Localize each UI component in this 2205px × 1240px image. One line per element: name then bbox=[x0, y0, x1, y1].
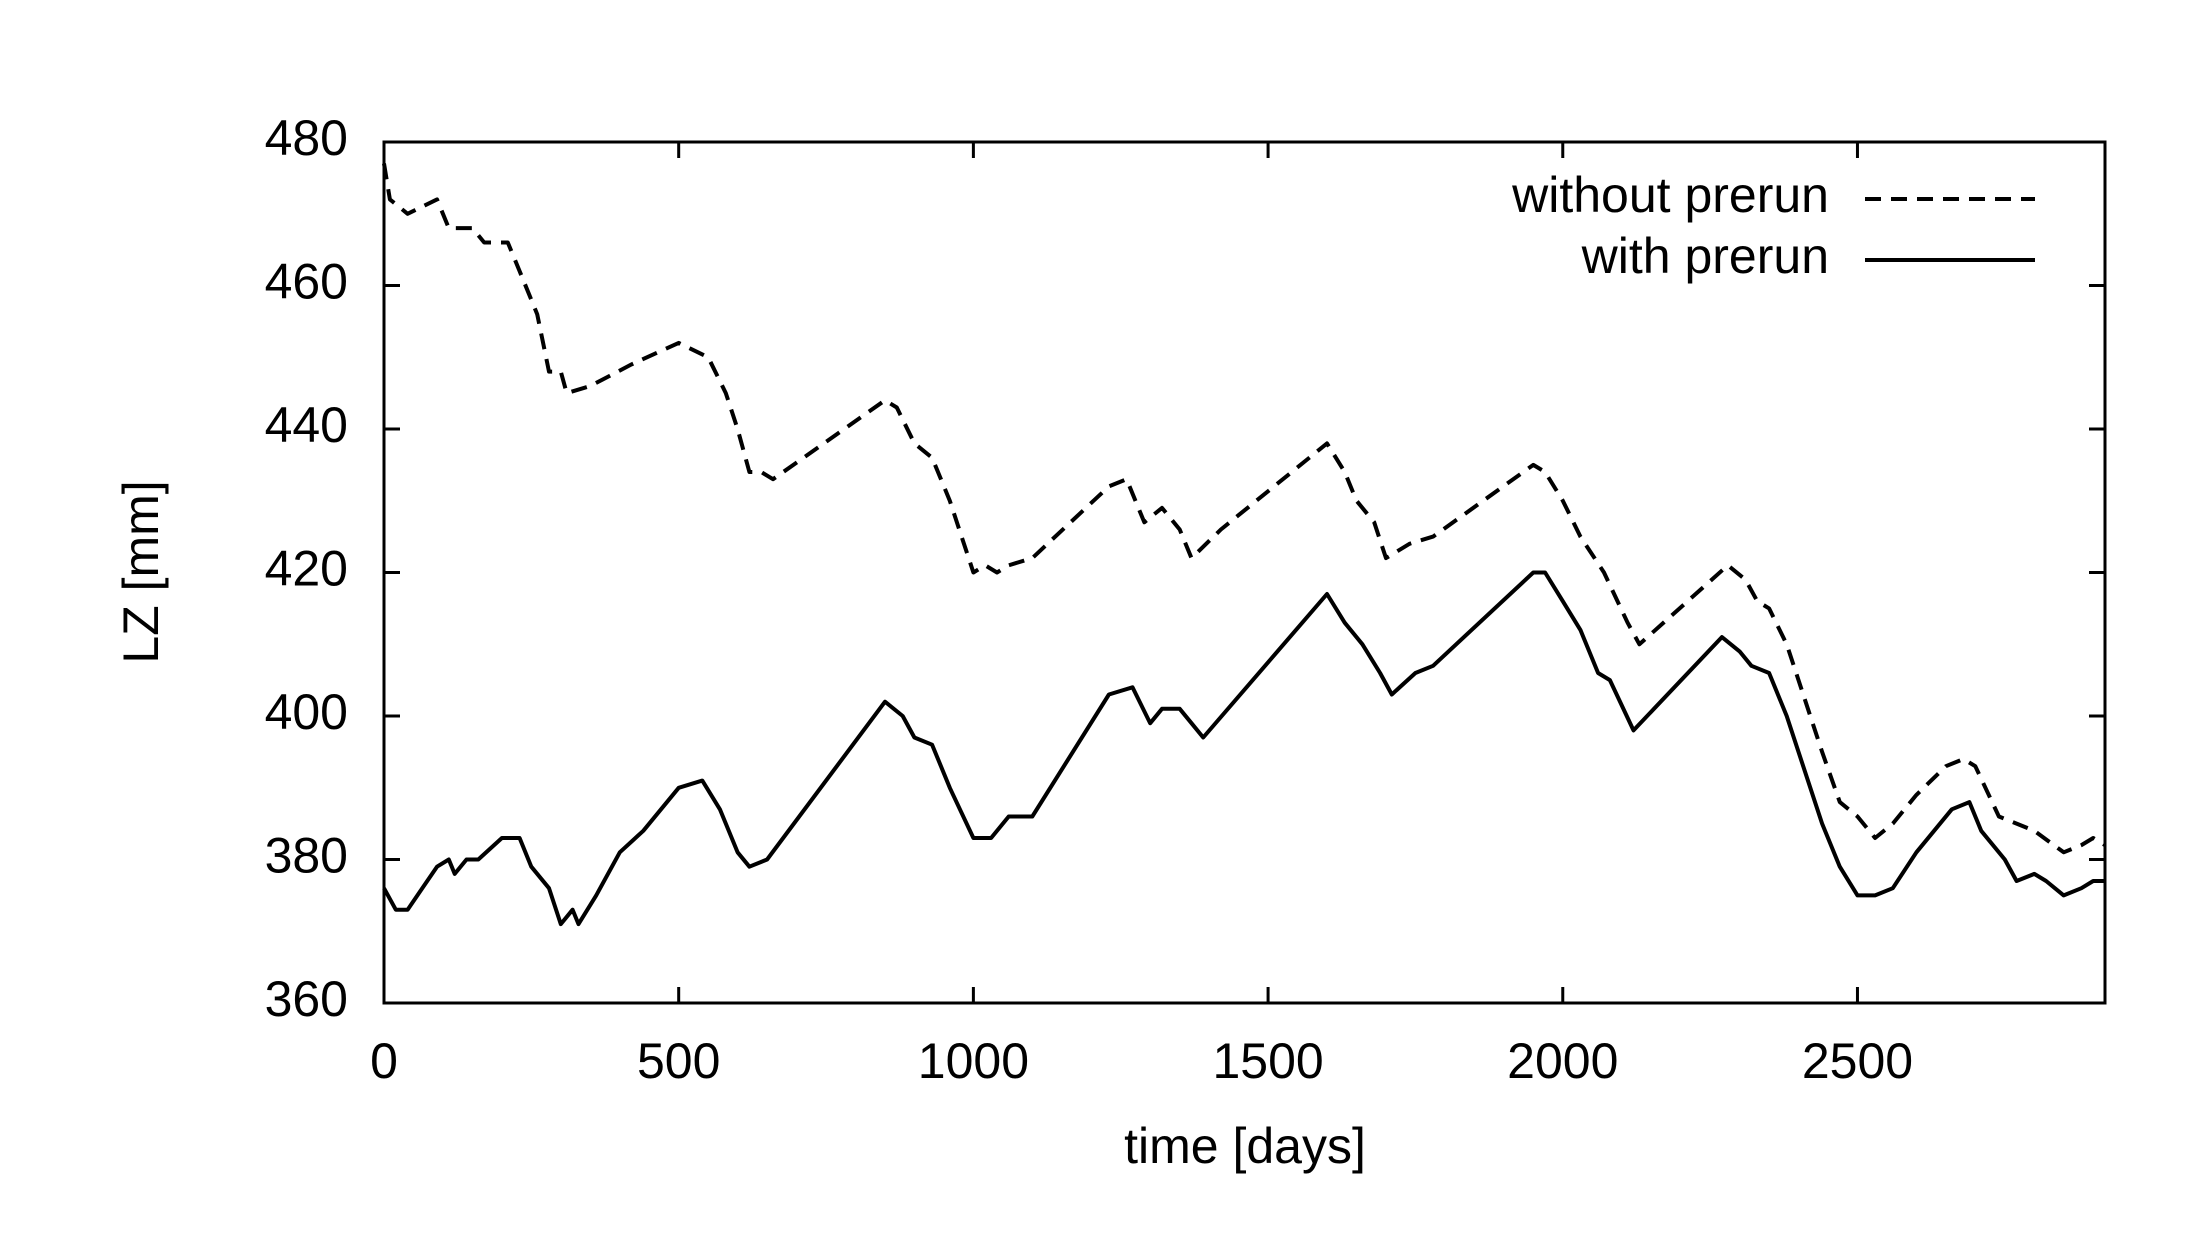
y-tick-label: 380 bbox=[265, 828, 348, 884]
y-tick-label: 480 bbox=[265, 110, 348, 166]
x-tick-label: 1000 bbox=[918, 1033, 1029, 1089]
x-tick-label: 1500 bbox=[1212, 1033, 1323, 1089]
y-tick-label: 420 bbox=[265, 541, 348, 597]
x-tick-label: 2000 bbox=[1507, 1033, 1618, 1089]
x-tick-label: 0 bbox=[370, 1033, 398, 1089]
data-line bbox=[382, 163, 2107, 855]
y-tick-label: 400 bbox=[265, 684, 348, 740]
legend-label: without prerun bbox=[1511, 167, 1829, 223]
x-axis-label: time [days] bbox=[1124, 1118, 1366, 1174]
x-tick-label: 2500 bbox=[1802, 1033, 1913, 1089]
plot-frame bbox=[382, 140, 2107, 1005]
data-line bbox=[382, 570, 2105, 927]
y-tick-label: 440 bbox=[265, 397, 348, 453]
legend-label: with prerun bbox=[1581, 228, 1829, 284]
x-tick-label: 500 bbox=[637, 1033, 720, 1089]
y-axis-label: LZ [mm] bbox=[113, 480, 169, 663]
y-tick-label: 360 bbox=[265, 971, 348, 1027]
y-tick-label: 460 bbox=[265, 254, 348, 310]
